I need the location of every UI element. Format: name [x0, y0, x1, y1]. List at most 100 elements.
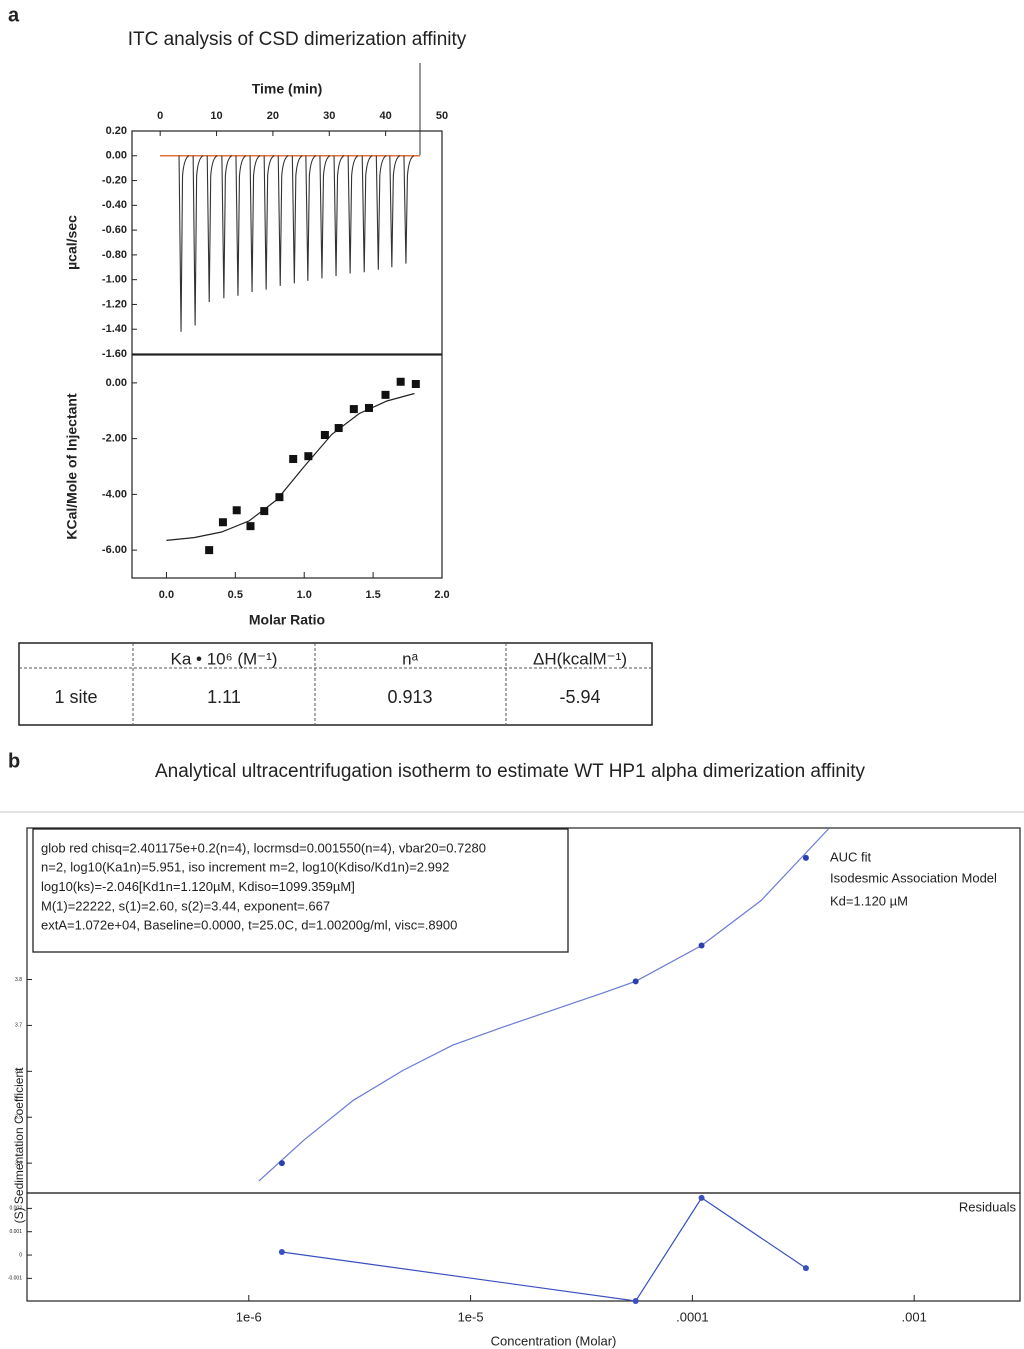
data-point: [381, 390, 390, 399]
y-tick-label: 3.4: [15, 1160, 22, 1166]
injection-peak: [347, 155, 359, 274]
y-tick-label: -1.20: [102, 298, 127, 310]
legend-text: AUC fit: [830, 849, 872, 864]
panel-label: Residuals: [959, 1199, 1017, 1214]
plot-frame: [131, 354, 443, 579]
panel-title: Analytical ultracentrifugation isotherm …: [155, 761, 866, 782]
fit-parameter-line: glob red chisq=2.401175e+0.2(n=4), locrm…: [41, 840, 486, 855]
data-point: [320, 431, 329, 440]
y-tick-label: -6.00: [102, 544, 127, 556]
injection-peak: [206, 155, 218, 302]
y-tick-label: -0.40: [102, 199, 127, 211]
x-tick-label: 1.5: [365, 589, 380, 601]
x-tick-label: 0.5: [228, 589, 243, 601]
x-tick-label: 0.0: [159, 589, 174, 601]
data-point: [411, 379, 420, 388]
y-tick-label: -1.40: [102, 323, 127, 335]
data-point: [246, 522, 255, 531]
data-point: [205, 546, 214, 555]
chart: 3.4 3.5 3.6 3.7 3.8 (S) Sedimentation Coeffic…: [12, 827, 1021, 1224]
y-tick-label: -0.20: [102, 174, 127, 186]
y-axis-title: µcal/sec: [64, 215, 80, 270]
fit-parameters-box: [32, 828, 569, 953]
injection-peak: [277, 155, 289, 286]
panel-title: ITC analysis of CSD dimerization affinit…: [128, 29, 467, 50]
injection-peak: [291, 155, 303, 284]
x-tick-label: 1e-5: [458, 1309, 484, 1324]
injection-peak: [361, 155, 373, 273]
fit-parameter-line: n=2, log10(Ka1n)=5.951, iso increment m=…: [41, 860, 449, 875]
x-tick-label: 1e-6: [236, 1309, 262, 1324]
residual-line: [281, 1197, 807, 1302]
fit-parameter-line: M(1)=22222, s(1)=2.60, s(2)=3.44, expone…: [41, 898, 330, 913]
y-tick-label: -1.60: [102, 348, 127, 360]
y-tick-label: 3.8: [15, 977, 22, 983]
chart: 0.002 0.001 0 -0.001 1e-6 1e-5 .0001 .001 Concen…: [8, 1192, 1021, 1348]
data-point: [275, 493, 284, 502]
data-point: [304, 452, 313, 461]
table-cell: 1 site: [54, 687, 97, 707]
y-tick-label: 0.20: [106, 125, 127, 137]
panel-label: b: [8, 750, 20, 772]
y-tick-label: 3.7: [15, 1023, 22, 1029]
data-point: [278, 1249, 285, 1256]
x-tick-label: 1.0: [297, 589, 312, 601]
table-cell: 0.913: [387, 687, 432, 707]
x-axis-title: Time (min): [252, 81, 323, 97]
x-tick-label: 0: [157, 110, 163, 122]
fit-curve: [258, 828, 829, 1182]
x-tick-label: 2.0: [434, 589, 449, 601]
x-tick-label: .0001: [676, 1309, 709, 1324]
results-table: Ka • 10⁶ (M⁻¹) nᵃ ΔH(kcalM⁻¹) 1 site 1.1…: [18, 642, 653, 726]
data-point: [364, 403, 373, 412]
y-axis-title: KCal/Mole of Injectant: [64, 393, 80, 540]
injection-peak: [333, 155, 345, 276]
injection-peak: [263, 155, 275, 290]
x-axis-title: Concentration (Molar): [491, 1333, 617, 1348]
injection-peak: [235, 155, 247, 296]
injection-peak: [389, 155, 401, 268]
chart: 0.20 0.00 -0.20 -0.40 -0.60 -0.80 -1.00 -1.20 -1…: [64, 81, 448, 360]
injection-peak: [192, 155, 204, 326]
table-cell: 1.11: [207, 687, 241, 707]
data-point: [218, 518, 227, 527]
injection-peak: [249, 155, 261, 293]
x-tick-label: 40: [380, 110, 392, 122]
data-point: [698, 1194, 705, 1201]
y-tick-label: -4.00: [102, 488, 127, 500]
y-tick-label: -0.80: [102, 249, 127, 261]
y-tick-label: 0.001: [9, 1229, 22, 1235]
y-tick-label: 3.5: [15, 1115, 22, 1121]
fit-parameter-line: extA=1.072e+04, Baseline=0.0000, t=25.0C…: [41, 918, 457, 933]
injection-peak: [305, 155, 317, 281]
table-cell: -5.94: [559, 687, 600, 707]
data-point: [632, 978, 639, 985]
legend-text: Kd=1.120 µM: [830, 893, 908, 908]
data-point: [289, 454, 298, 463]
x-axis-title: Molar Ratio: [249, 612, 325, 628]
table-header: nᵃ: [402, 649, 418, 668]
y-axis-title: (S) Sedimentation Coefficient: [12, 1067, 26, 1224]
table-frame: [18, 642, 653, 726]
data-point: [396, 377, 405, 386]
plot-frame: [26, 1192, 1021, 1302]
y-tick-label: 0.00: [106, 377, 127, 389]
data-point: [632, 1298, 639, 1304]
x-tick-label: .001: [902, 1309, 927, 1324]
data-point: [278, 1160, 285, 1167]
x-tick-label: 10: [210, 110, 222, 122]
injection-peak: [375, 155, 387, 270]
injection-peak: [221, 155, 233, 299]
y-tick-label: 0.00: [106, 150, 127, 162]
data-point: [698, 942, 705, 949]
x-tick-label: 50: [436, 110, 448, 122]
data-point: [802, 854, 809, 861]
y-tick-label: 0.002: [9, 1206, 22, 1212]
fit-curve: [166, 392, 415, 541]
table-rule: [19, 643, 652, 725]
injection-peak: [319, 155, 331, 279]
fit-parameter-line: log10(ks)=-2.046[Kd1n=1.120µM, Kdiso=109…: [41, 879, 355, 894]
panel-label: a: [8, 4, 20, 26]
